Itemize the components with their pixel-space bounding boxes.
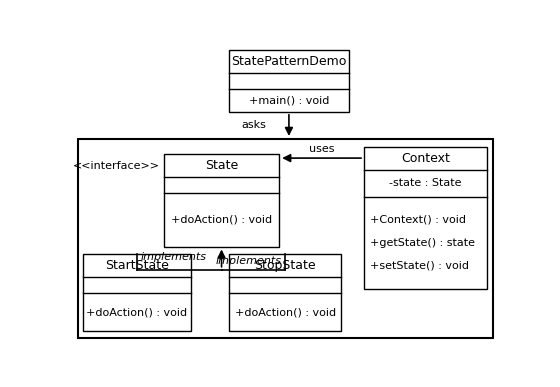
Text: State: State <box>205 159 238 172</box>
Bar <box>229 50 348 112</box>
Bar <box>364 147 487 289</box>
Bar <box>229 254 341 331</box>
Text: +doAction() : void: +doAction() : void <box>86 307 188 317</box>
Text: implements: implements <box>215 256 281 266</box>
Text: implements: implements <box>141 252 207 262</box>
Text: asks: asks <box>241 120 266 130</box>
Text: +Context() : void: +Context() : void <box>370 215 466 225</box>
Text: +doAction() : void: +doAction() : void <box>235 307 335 317</box>
Bar <box>164 154 279 247</box>
Text: Context: Context <box>401 152 450 164</box>
Text: StopState: StopState <box>254 259 316 272</box>
Bar <box>78 139 493 337</box>
Text: +main() : void: +main() : void <box>249 95 329 105</box>
Bar <box>83 254 191 331</box>
Text: +getState() : state: +getState() : state <box>370 238 475 248</box>
Text: +doAction() : void: +doAction() : void <box>171 215 272 225</box>
Text: StartState: StartState <box>105 259 169 272</box>
Text: +setState() : void: +setState() : void <box>370 261 469 271</box>
Text: -state : State: -state : State <box>389 178 462 188</box>
Text: <<interface>>: <<interface>> <box>73 161 160 171</box>
Text: StatePatternDemo: StatePatternDemo <box>231 55 347 68</box>
Text: uses: uses <box>309 144 334 154</box>
